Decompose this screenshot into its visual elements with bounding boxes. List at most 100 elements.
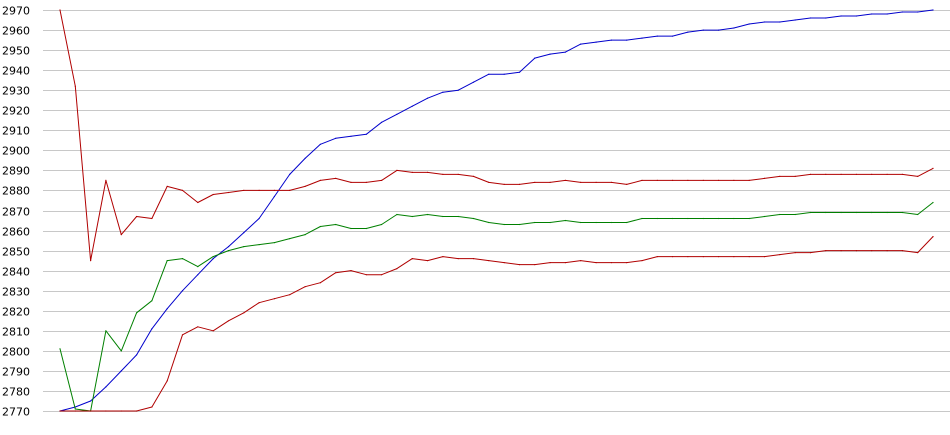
series-2-point [243,189,245,191]
series-2-point [932,167,934,169]
series-3-point [656,217,658,220]
series-2-point [855,173,858,175]
series-4-point [610,262,613,264]
series-3-point [151,300,153,302]
series-2-point [411,171,413,173]
series-4-point [350,270,352,272]
series-1-point [932,9,934,11]
series-4-point [779,254,781,256]
series-4-point [702,256,704,258]
series-2-point [534,181,536,183]
series-2-point [549,181,551,183]
series-4-point [304,286,306,288]
series-1-point [855,15,858,17]
series-4-point [212,330,214,332]
series-2-point [886,173,888,175]
series-3-point [503,223,505,226]
series-2-point [641,179,643,181]
series-4-point [442,256,444,258]
y-tick-label: 2970 [2,5,30,18]
y-tick-label: 2960 [2,25,30,38]
series-3-point [702,217,704,220]
series-2-point [748,179,750,181]
series-4-point [901,250,904,252]
series-3-point [273,242,275,244]
series-3-point [59,348,61,350]
series-4-point [381,274,383,276]
series-4-point [518,264,521,266]
series-4-point [90,410,92,412]
series-1-point [809,17,812,19]
series-3-point [610,221,613,224]
series-3-point [794,213,796,216]
series-3-point [564,219,567,222]
series-1-point [825,17,827,19]
series-2-point [518,183,521,185]
series-2-point [687,179,689,181]
series-3-point [488,221,490,224]
series-2-point [871,173,873,175]
series-3-point [763,215,766,218]
series-3-point [258,244,260,246]
series-3-point [626,221,628,224]
series-1-point [488,73,490,75]
series-4-point [932,236,934,238]
series-1-point [472,81,475,83]
series-2-point [564,179,567,181]
y-tick-label: 2910 [2,125,30,138]
series-3-point [718,217,720,220]
series-1-point [549,53,551,55]
series-4-point [105,410,107,412]
series-1-point [258,217,260,220]
series-4-point [917,252,919,254]
series-3-point [289,238,291,240]
series-3-point [779,213,781,216]
series-3-point [166,260,168,262]
series-2-point [840,173,842,175]
series-2-point [289,189,291,191]
series-4-point [809,252,812,254]
series-4-point [503,262,505,264]
y-tick-label: 2900 [2,145,30,158]
series-2-point [427,171,429,173]
series-1-point [518,71,521,73]
series-1-point [396,113,398,115]
series-2-point [381,179,383,181]
series-2-point [917,175,919,177]
series-1-point [381,121,383,123]
series-2-point [166,185,168,187]
series-1-point [166,308,168,310]
series-1-point [365,133,367,135]
series-2-point [197,201,199,204]
series-2-point [733,179,735,181]
series-1-point [564,51,567,53]
y-tick-label: 2820 [2,306,30,319]
series-2-point [319,179,321,181]
series-4-point [871,250,873,252]
series-3-point [886,211,888,214]
series-3-point [427,213,429,216]
series-3-point [871,211,873,214]
series-2-point [779,175,781,177]
series-1-point [901,11,904,13]
series-2-point [227,191,230,194]
series-2-point [580,181,582,183]
y-tick-label: 2830 [2,286,30,299]
series-1-line [59,9,934,412]
series-1-point [779,21,781,23]
series-2-point [212,193,214,196]
y-tick-label: 2890 [2,165,30,178]
series-4-point [151,406,153,408]
series-1-point [503,73,505,75]
series-1-point [151,328,153,330]
series-3-point [396,213,398,216]
y-tick-label: 2920 [2,105,30,118]
series-4-point [794,252,796,254]
series-1-point [748,23,750,25]
series-2-line [59,9,934,262]
y-tick-label: 2860 [2,226,30,239]
series-4-point [748,256,750,258]
series-1-point [181,290,184,292]
